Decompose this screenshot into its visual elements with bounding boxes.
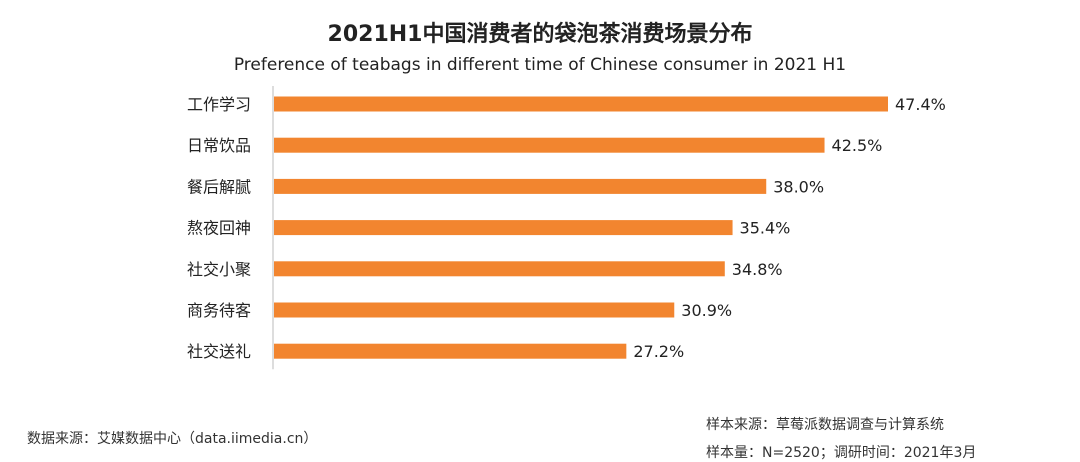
bar <box>274 178 767 194</box>
sample-info-note: 样本量：N=2520；调研时间：2021年3月 <box>706 445 977 461</box>
bar <box>274 137 825 153</box>
category-label: 日常饮品 <box>187 136 251 155</box>
value-label: 42.5% <box>832 136 883 155</box>
category-label: 社交小聚 <box>187 260 251 279</box>
bar <box>274 220 733 236</box>
category-label: 工作学习 <box>187 95 251 114</box>
value-label: 35.4% <box>740 219 791 238</box>
value-label: 38.0% <box>773 177 824 196</box>
bar <box>274 261 725 277</box>
data-source-note: 数据来源：艾媒数据中心（data.iimedia.cn） <box>27 431 318 447</box>
category-label: 餐后解腻 <box>187 177 251 196</box>
chart-subtitle: Preference of teabags in different time … <box>233 55 847 75</box>
value-label: 47.4% <box>895 95 946 114</box>
value-label: 34.8% <box>732 260 783 279</box>
value-label: 27.2% <box>633 342 684 361</box>
bar <box>274 343 627 359</box>
value-label: 30.9% <box>681 301 732 320</box>
category-label: 熬夜回神 <box>187 219 251 238</box>
bar <box>274 302 675 318</box>
bar <box>274 96 888 112</box>
sample-source-note: 样本来源：草莓派数据调查与计算系统 <box>706 417 944 433</box>
chart-title: 2021H1中国消费者的袋泡茶消费场景分布 <box>327 22 753 47</box>
category-label: 商务待客 <box>187 301 251 320</box>
category-label: 社交送礼 <box>187 342 251 361</box>
